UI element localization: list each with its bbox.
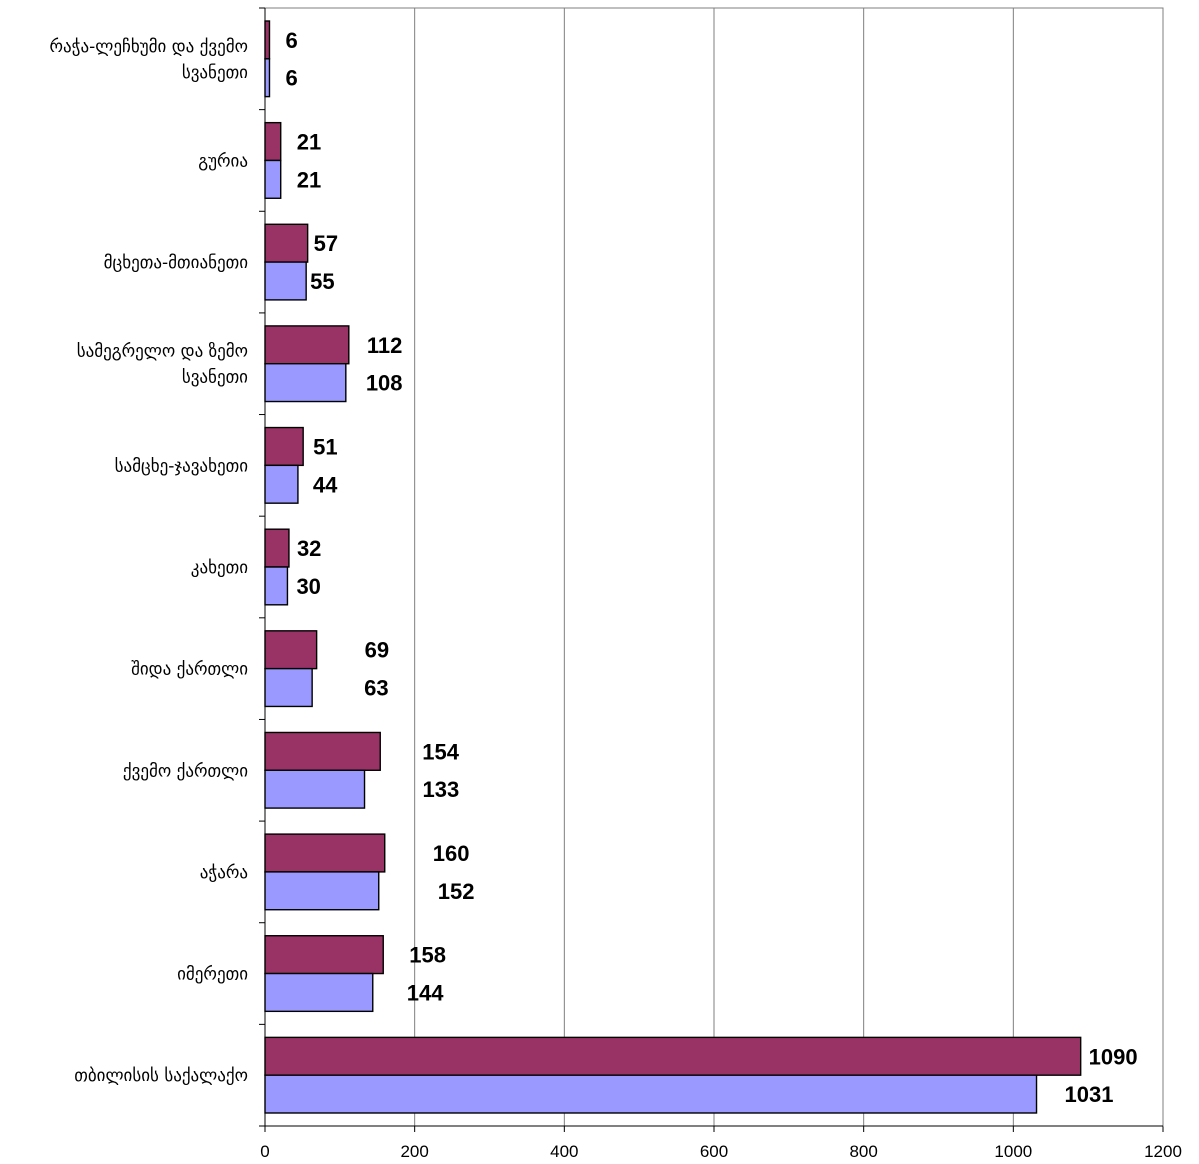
data-label: 6: [285, 66, 297, 91]
data-label: 44: [313, 472, 338, 497]
bar: [264, 1074, 1038, 1114]
x-tick-label: 800: [849, 1142, 877, 1161]
bar: [264, 121, 282, 162]
data-label: 57: [314, 231, 338, 256]
bar: [264, 20, 271, 60]
bar: [264, 363, 347, 403]
data-label: 51: [313, 434, 337, 459]
bars: [264, 20, 1082, 1114]
bar: [264, 769, 366, 809]
data-label: 154: [422, 739, 459, 764]
x-tick-label: 1000: [994, 1142, 1032, 1161]
category-label: კახეთი: [191, 558, 248, 578]
data-label: 30: [296, 574, 320, 599]
category-labels: რაჭა-ლეჩხუმი და ქვემო სვანეთი გურია მცხეთა-…: [50, 37, 248, 1086]
category-label: სვანეთი: [182, 368, 248, 388]
category-label: გურია: [198, 151, 248, 171]
bar: [264, 972, 374, 1013]
data-label: 152: [438, 879, 475, 904]
data-label: 63: [364, 676, 388, 701]
bar: [264, 935, 384, 975]
data-label: 144: [407, 980, 444, 1005]
x-tick-labels: 0 200 400 600 800 1000 1200: [260, 1142, 1182, 1161]
bar: [264, 833, 386, 873]
bar: [264, 325, 350, 365]
bar: [264, 426, 304, 467]
data-label: 32: [297, 536, 321, 561]
data-label: 133: [423, 777, 460, 802]
axes: [259, 7, 1164, 1132]
data-label: 1090: [1089, 1044, 1138, 1069]
category-label: მცხეთა-მთიანეთი: [104, 253, 248, 273]
category-label: სვანეთი: [182, 63, 248, 83]
data-label: 21: [297, 167, 321, 192]
data-label: 112: [367, 333, 403, 358]
data-labels: 6 6 21 21 57 55 112 108 51 44 32 30 69 63 154 133 160 152…: [285, 28, 1137, 1107]
category-label: ქვემო ქართლი: [123, 761, 248, 781]
bar: [264, 731, 381, 771]
x-tick-label: 1200: [1144, 1142, 1182, 1161]
category-label: სამეგრელო და ზემო: [77, 342, 248, 362]
category-label: აჭარა: [200, 863, 248, 883]
x-tick-label: 0: [260, 1142, 269, 1161]
category-label: შიდა ქართლი: [131, 660, 248, 680]
data-label: 55: [310, 269, 334, 294]
bar: [264, 528, 290, 568]
bar: [264, 1036, 1082, 1076]
data-label: 1031: [1065, 1082, 1114, 1107]
data-label: 6: [285, 28, 297, 53]
bar: [264, 58, 271, 98]
bar: [264, 261, 307, 301]
x-tick-label: 600: [700, 1142, 728, 1161]
data-label: 158: [409, 943, 446, 968]
bar: [264, 223, 309, 263]
data-label: 108: [366, 371, 403, 396]
data-label: 160: [433, 841, 470, 866]
bar: [264, 630, 318, 670]
x-tick-label: 200: [400, 1142, 428, 1161]
gridlines: [414, 8, 1164, 1126]
category-label: რაჭა-ლეჩხუმი და ქვემო: [50, 37, 248, 57]
category-label: სამცხე-ჯავახეთი: [115, 456, 248, 476]
category-label: იმერეთი: [177, 965, 248, 985]
bar: [264, 667, 313, 708]
x-tick-label: 400: [550, 1142, 578, 1161]
data-label: 21: [297, 130, 321, 155]
bar: [264, 871, 380, 911]
bar: [264, 566, 289, 606]
data-label: 69: [365, 638, 389, 663]
bar: [264, 464, 299, 504]
bar: [264, 159, 282, 199]
category-label: თბილისის საქალაქო: [74, 1066, 248, 1086]
